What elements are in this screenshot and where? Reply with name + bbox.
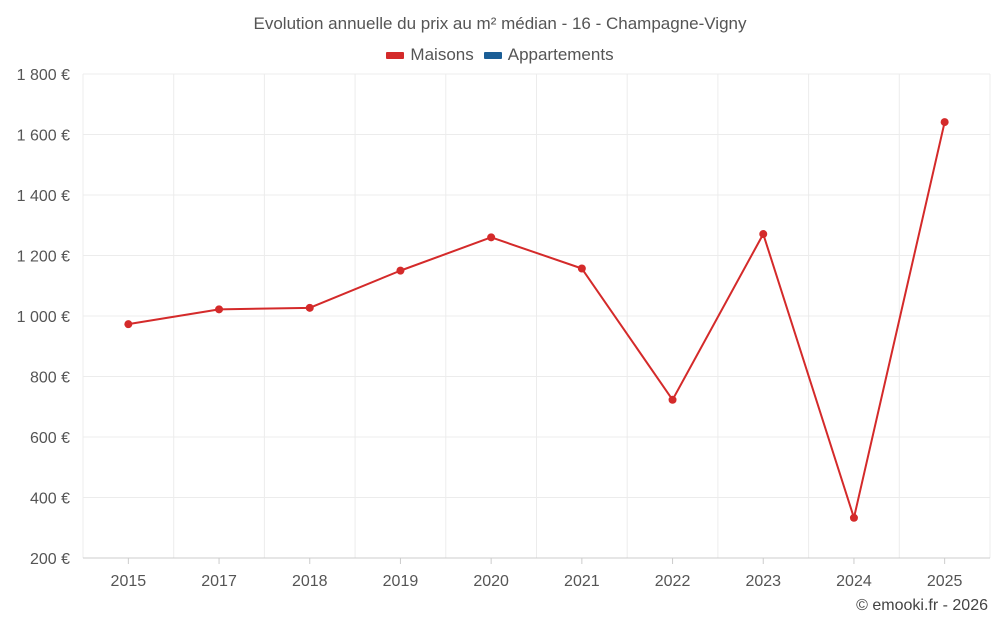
y-tick-label: 1 600 € [17, 128, 70, 145]
x-tick-label: 2022 [655, 573, 691, 590]
x-tick-label: 2018 [292, 573, 328, 590]
data-point [849, 513, 858, 522]
x-tick-label: 2019 [383, 573, 419, 590]
data-point [305, 303, 314, 312]
legend-label-maisons: Maisons [410, 45, 474, 64]
y-tick-label: 1 200 € [17, 249, 70, 266]
data-point [668, 395, 677, 404]
y-tick-label: 200 € [30, 551, 70, 568]
y-tick-label: 1 400 € [17, 188, 70, 205]
y-tick-label: 600 € [30, 430, 70, 447]
legend-label-appartements: Appartements [507, 45, 614, 64]
legend-item-appartements[interactable]: Appartements [483, 45, 614, 65]
x-tick-label: 2024 [836, 573, 872, 590]
data-point [759, 230, 768, 239]
legend-swatch-maisons [386, 51, 405, 59]
x-tick-label: 2021 [564, 573, 600, 590]
axes: 200 € 400 € 600 € 800 € 1 000 € 1 200 € 1 400 … [17, 67, 990, 590]
series-line-maisons [128, 121, 946, 519]
x-tick-label: 2023 [745, 573, 781, 590]
legend-item-maisons[interactable]: Maisons [386, 45, 474, 65]
chart-title: Evolution annuelle du prix au m² médian … [253, 14, 747, 33]
data-point [124, 320, 133, 329]
legend: Maisons Appartements [0, 45, 1000, 65]
y-tick-label: 800 € [30, 370, 70, 387]
grid [82, 73, 991, 558]
x-tick-label: 2020 [473, 573, 509, 590]
credit-text: © emooki.fr - 2026 [856, 597, 988, 614]
series [124, 118, 949, 522]
y-tick-label: 400 € [30, 491, 70, 508]
data-point [577, 264, 586, 273]
x-tick-label: 2015 [111, 573, 147, 590]
data-point [215, 305, 224, 314]
x-tick-label: 2025 [927, 573, 963, 590]
legend-swatch-appartements [483, 51, 502, 59]
y-tick-label: 1 800 € [17, 67, 70, 84]
y-tick-label: 1 000 € [17, 309, 70, 326]
data-point [940, 118, 949, 127]
data-point [396, 266, 405, 275]
x-tick-label: 2017 [201, 573, 237, 590]
data-point [487, 233, 496, 242]
